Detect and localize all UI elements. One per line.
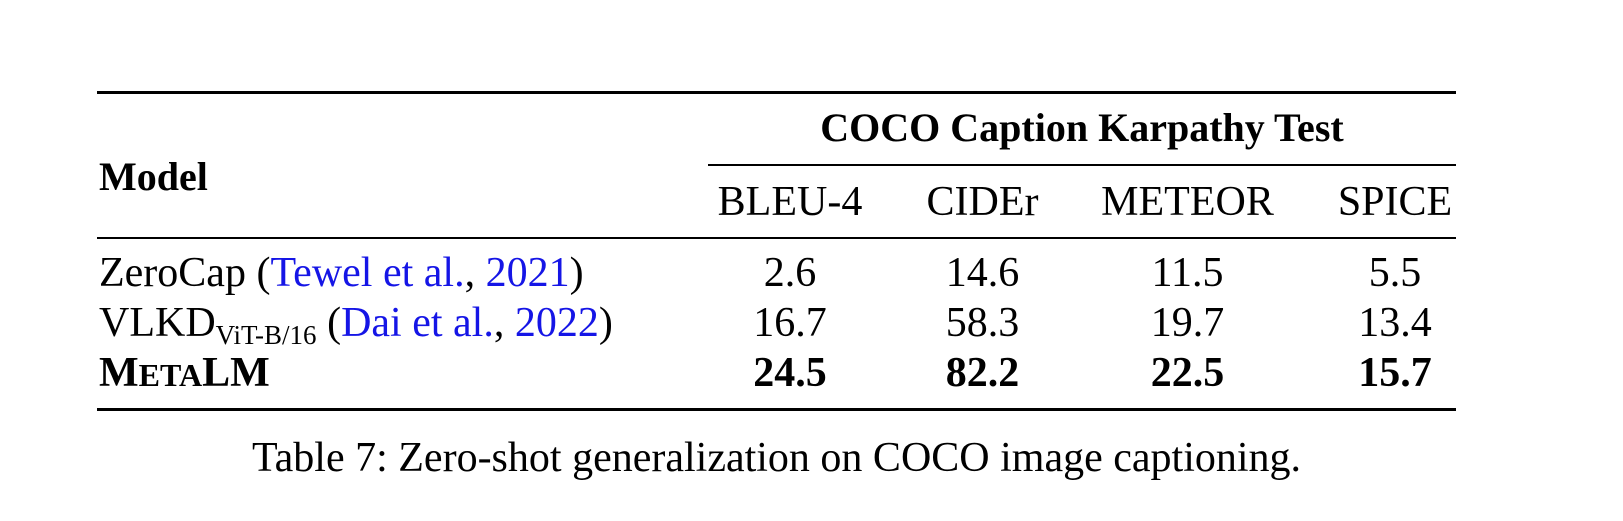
cell-zerocap-bleu4: 2.6 — [763, 250, 817, 296]
citation-close: ) — [598, 300, 613, 346]
citation-open: ( — [256, 250, 271, 296]
cell-vlkd-meteor: 19.7 — [1150, 300, 1225, 346]
citation-sep: , — [493, 300, 515, 346]
cell-vlkd-spice: 13.4 — [1358, 300, 1432, 346]
model-name: VLKD — [99, 300, 216, 346]
model-name: ZeroCap — [99, 250, 246, 296]
table-top-rule — [97, 91, 1456, 94]
cell-vlkd-cider: 58.3 — [945, 300, 1020, 346]
coco-group-header: COCO Caption Karpathy Test — [820, 105, 1344, 150]
column-header-meteor: METEOR — [1101, 179, 1274, 225]
cell-zerocap-meteor: 11.5 — [1151, 250, 1224, 296]
model-subscript: ViT-B/16 — [215, 320, 317, 350]
cell-zerocap-spice: 5.5 — [1368, 250, 1422, 296]
cell-vlkd-bleu4: 16.7 — [753, 300, 827, 346]
model-name-part: ETA — [138, 357, 203, 393]
table-caption: Table 7: Zero-shot generalization on COC… — [251, 435, 1302, 481]
column-header-spice: SPICE — [1337, 179, 1453, 225]
column-header-cider: CIDEr — [926, 179, 1039, 225]
cell-metalm-cider: 82.2 — [945, 350, 1020, 396]
model-column-header: Model — [99, 154, 208, 199]
model-name-part: M — [99, 350, 139, 396]
group-header-rule — [708, 164, 1456, 166]
cell-metalm-spice: 15.7 — [1358, 350, 1432, 396]
table-header-rule — [97, 237, 1456, 239]
cell-metalm-bleu4: 24.5 — [753, 350, 827, 396]
cell-zerocap-cider: 14.6 — [945, 250, 1020, 296]
table-bottom-rule — [97, 408, 1456, 411]
row-label-metalm: METALM — [99, 352, 270, 394]
citation-link-year[interactable]: 2021 — [485, 250, 570, 296]
row-label-vlkd: VLKDViT-B/16 (Dai et al., 2022) — [99, 300, 613, 349]
citation-link-author[interactable]: Dai et al. — [341, 300, 494, 346]
citation-sep: , — [464, 250, 486, 296]
cell-metalm-meteor: 22.5 — [1150, 350, 1225, 396]
column-header-bleu4: BLEU-4 — [717, 179, 863, 225]
citation-link-year[interactable]: 2022 — [514, 300, 599, 346]
row-label-zerocap: ZeroCap (Tewel et al., 2021) — [99, 252, 584, 294]
citation-open: ( — [327, 300, 342, 346]
citation-close: ) — [569, 250, 584, 296]
model-name-part: LM — [202, 350, 270, 396]
citation-link-author[interactable]: Tewel et al. — [270, 250, 465, 296]
